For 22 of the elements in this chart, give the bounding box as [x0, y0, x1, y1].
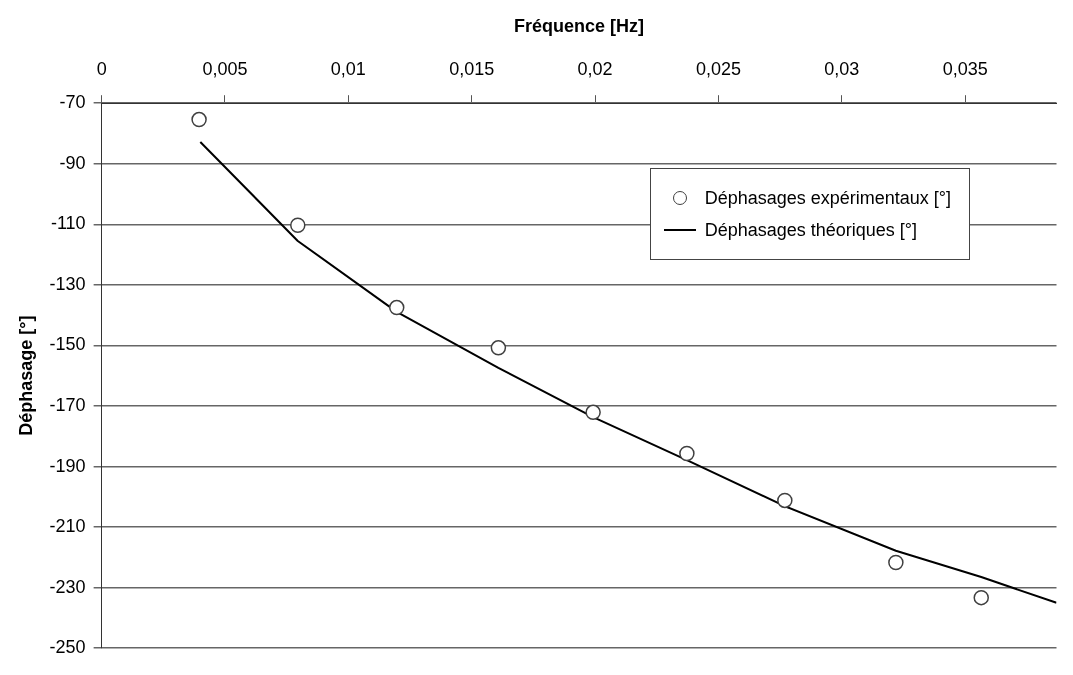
- y-tick-label: -210: [49, 516, 86, 537]
- y-tick-label: -250: [49, 637, 86, 658]
- y-tick-label: -110: [50, 213, 86, 234]
- y-tick-label: -190: [49, 455, 86, 476]
- y-tick-label: -230: [49, 576, 86, 597]
- y-tick-label: -150: [49, 334, 86, 355]
- x-tick-label: 0,02: [577, 59, 613, 80]
- legend-label: Déphasages théoriques [°]: [704, 219, 917, 241]
- x-tick-label: 0,035: [942, 59, 988, 80]
- x-tick-label: 0,03: [824, 59, 860, 80]
- y-axis-title: Déphasage [°]: [15, 315, 36, 436]
- x-tick-label: 0,015: [449, 59, 495, 80]
- x-tick-label: 0,01: [330, 59, 366, 80]
- y-tick-label: -130: [49, 273, 86, 294]
- x-tick-label: 0,025: [695, 59, 741, 80]
- y-tick-label: -170: [49, 394, 86, 415]
- y-tick-label: -90: [59, 152, 86, 173]
- x-tick-label: 0: [96, 59, 107, 80]
- y-tick-label: -70: [59, 92, 86, 113]
- legend-label: Déphasages expérimentaux [°]: [704, 187, 951, 209]
- x-axis-title: Fréquence [Hz]: [514, 15, 645, 36]
- x-tick-label: 0,005: [202, 59, 248, 80]
